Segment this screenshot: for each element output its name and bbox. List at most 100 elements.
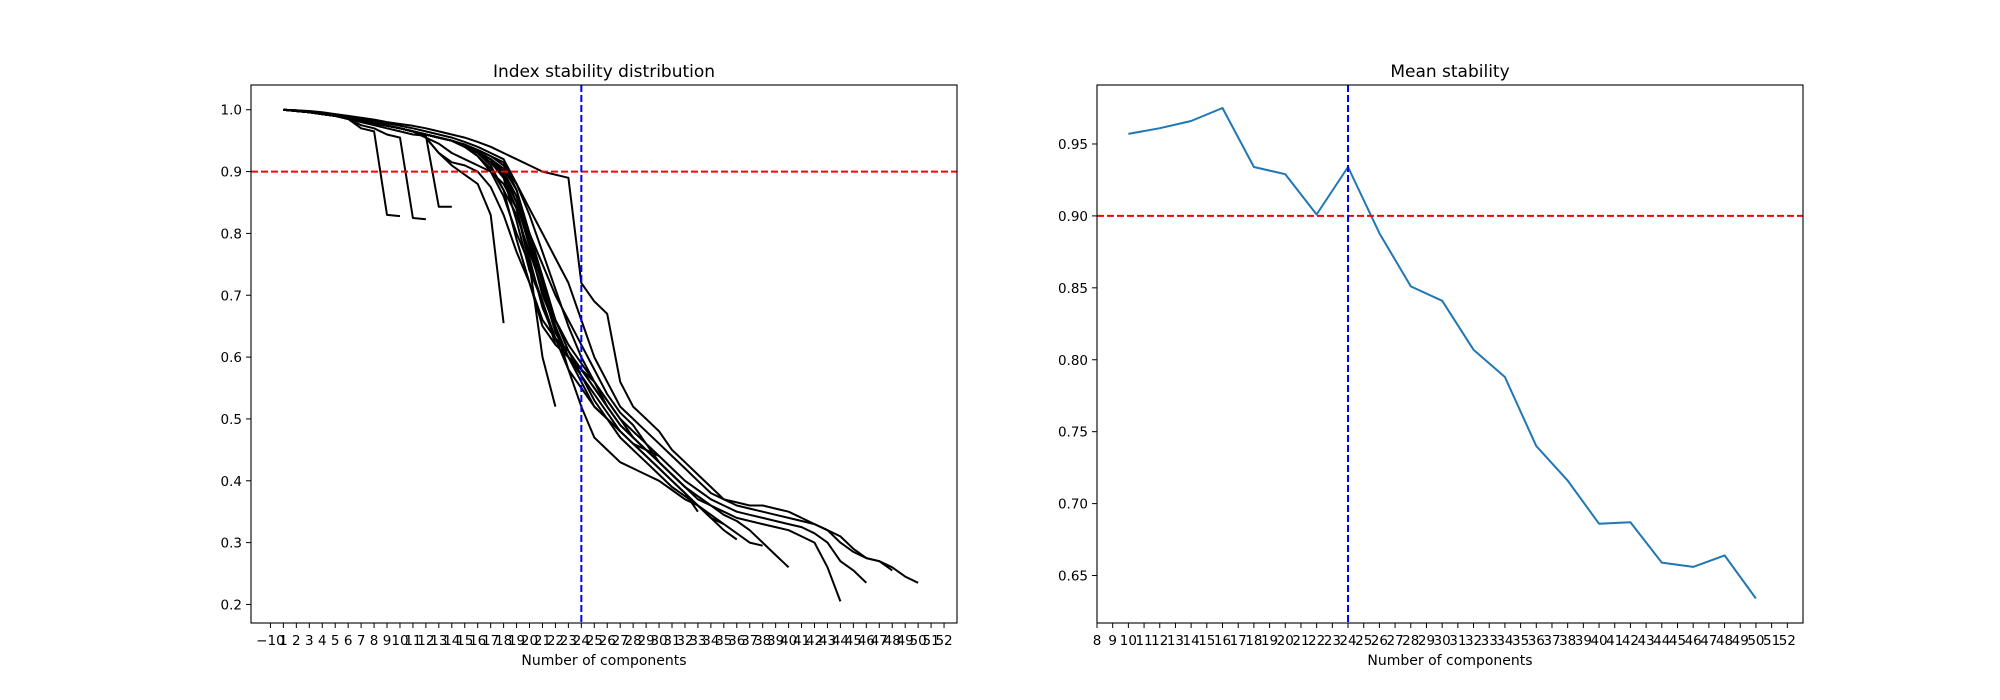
right-xtick-label: 41 [1606,633,1623,649]
left-xtick-label: 24 [573,633,590,649]
left-ytick-label: 0.3 [221,536,242,552]
left-xtick-label: 33 [689,633,706,649]
right-xtick-label: 51 [1763,633,1780,649]
left-xtick-label: 12 [417,633,434,649]
right-xtick-label: 27 [1386,633,1403,649]
left-xtick-label: 3 [305,633,314,649]
left-ytick-label: 0.2 [221,597,242,613]
left-xtick-label: 44 [832,633,849,649]
right-ytick-label: 0.70 [1058,497,1088,513]
right-xtick-label: 38 [1559,633,1576,649]
right-xtick-label: 23 [1324,633,1341,649]
right-xtick-label: 31 [1449,633,1466,649]
right-chart-title: Mean stability [1390,62,1509,82]
left-axes-frame [250,84,958,624]
left-series-line-18 [283,108,557,345]
right-x-axis-label: Number of components [1367,653,1532,669]
right-xtick-label: 48 [1716,633,1733,649]
right-xtick-label: 28 [1402,633,1419,649]
left-x-axis-label: Number of components [521,653,686,669]
left-xtick-label: 37 [741,633,758,649]
right-xtick-label: 26 [1371,633,1388,649]
left-xtick-label: 14 [443,633,460,649]
left-xtick-label: 21 [534,633,551,649]
left-series-line-5 [283,108,867,584]
right-chart-panel: 8 9 10111213141516171819202122232425262728… [1058,62,1804,669]
left-xtick-label: 34 [702,633,719,649]
right-xtick-label: 15 [1198,633,1215,649]
right-ytick-label: 0.85 [1058,281,1088,297]
left-xtick-label: 50 [910,633,927,649]
left-xtick-label: 20 [521,633,538,649]
right-xtick-label: 52 [1779,633,1796,649]
right-xtick-label: 43 [1638,633,1655,649]
left-xtick-label: 38 [754,633,771,649]
left-xtick-label: 43 [819,633,836,649]
right-xtick-label: 42 [1622,633,1639,649]
left-xtick-label: 23 [560,633,577,649]
right-ytick-label: 0.75 [1058,425,1088,441]
left-xtick-label: 4 [318,633,327,649]
left-xtick-label: 42 [806,633,823,649]
right-xtick-label: 18 [1245,633,1262,649]
right-xtick-label: 13 [1167,633,1184,649]
left-xtick-label: 35 [715,633,732,649]
left-xtick-label: 51 [922,633,939,649]
left-xtick-label: 46 [858,633,875,649]
right-xtick-label: 50 [1747,633,1764,649]
right-xtick-label: 14 [1183,633,1200,649]
left-xtick-label: 25 [586,633,603,649]
right-xtick-label: 29 [1418,633,1435,649]
left-xtick-label: 48 [884,633,901,649]
right-series-line-0 [1128,107,1757,600]
left-ytick-label: 0.7 [221,288,242,304]
right-xtick-label: 24 [1339,633,1356,649]
right-xtick-label: 11 [1135,633,1152,649]
right-xtick-label: 32 [1465,633,1482,649]
left-series-line-8 [283,108,763,547]
left-series-line-16 [283,108,557,407]
right-xtick-label: 8 [1093,633,1102,649]
right-xtick-label: 47 [1700,633,1717,649]
left-xtick-label: 45 [845,633,862,649]
right-xtick-label: 37 [1543,633,1560,649]
left-xtick-label: 22 [547,633,564,649]
left-xtick-label: 28 [625,633,642,649]
right-xtick-label: 33 [1481,633,1498,649]
left-xtick-label: 47 [871,633,888,649]
left-xtick-label: 1 [279,633,288,649]
left-xtick-label: 26 [599,633,616,649]
right-axes-frame [1096,84,1804,624]
left-xtick-label: 5 [331,633,340,649]
left-series-line-3 [283,108,919,584]
left-xtick-label: 8 [370,633,379,649]
left-ytick-label: 0.5 [221,412,242,428]
left-xtick-label: 52 [935,633,952,649]
left-xtick-label: 32 [676,633,693,649]
right-xtick-label: 22 [1308,633,1325,649]
left-xtick-label: 30 [650,633,667,649]
right-xtick-label: 39 [1575,633,1592,649]
left-chart-title: Index stability distribution [493,62,715,82]
right-xtick-label: 10 [1120,633,1137,649]
left-xtick-label: 13 [430,633,447,649]
left-xtick-label: 49 [897,633,914,649]
left-series-line-4 [283,108,893,572]
left-ytick-label: 0.6 [221,350,242,366]
left-xtick-label: 29 [638,633,655,649]
right-xtick-label: 36 [1528,633,1545,649]
right-xtick-label: 45 [1669,633,1686,649]
left-series-line-15 [283,108,609,408]
left-series-line-2 [283,108,452,208]
right-ytick-label: 0.80 [1058,353,1088,369]
right-xtick-label: 34 [1496,633,1513,649]
right-xtick-label: 35 [1512,633,1529,649]
left-chart-panel: −101 2 3 4 5 6 7 8 9 1011121314151617181920212223… [221,62,958,669]
right-ytick-label: 0.95 [1058,137,1088,153]
left-xtick-label: 41 [793,633,810,649]
left-xtick-label: 10 [391,633,408,649]
left-xtick-label: 17 [482,633,499,649]
right-xtick-label: 46 [1685,633,1702,649]
left-series-line-7 [283,108,790,569]
